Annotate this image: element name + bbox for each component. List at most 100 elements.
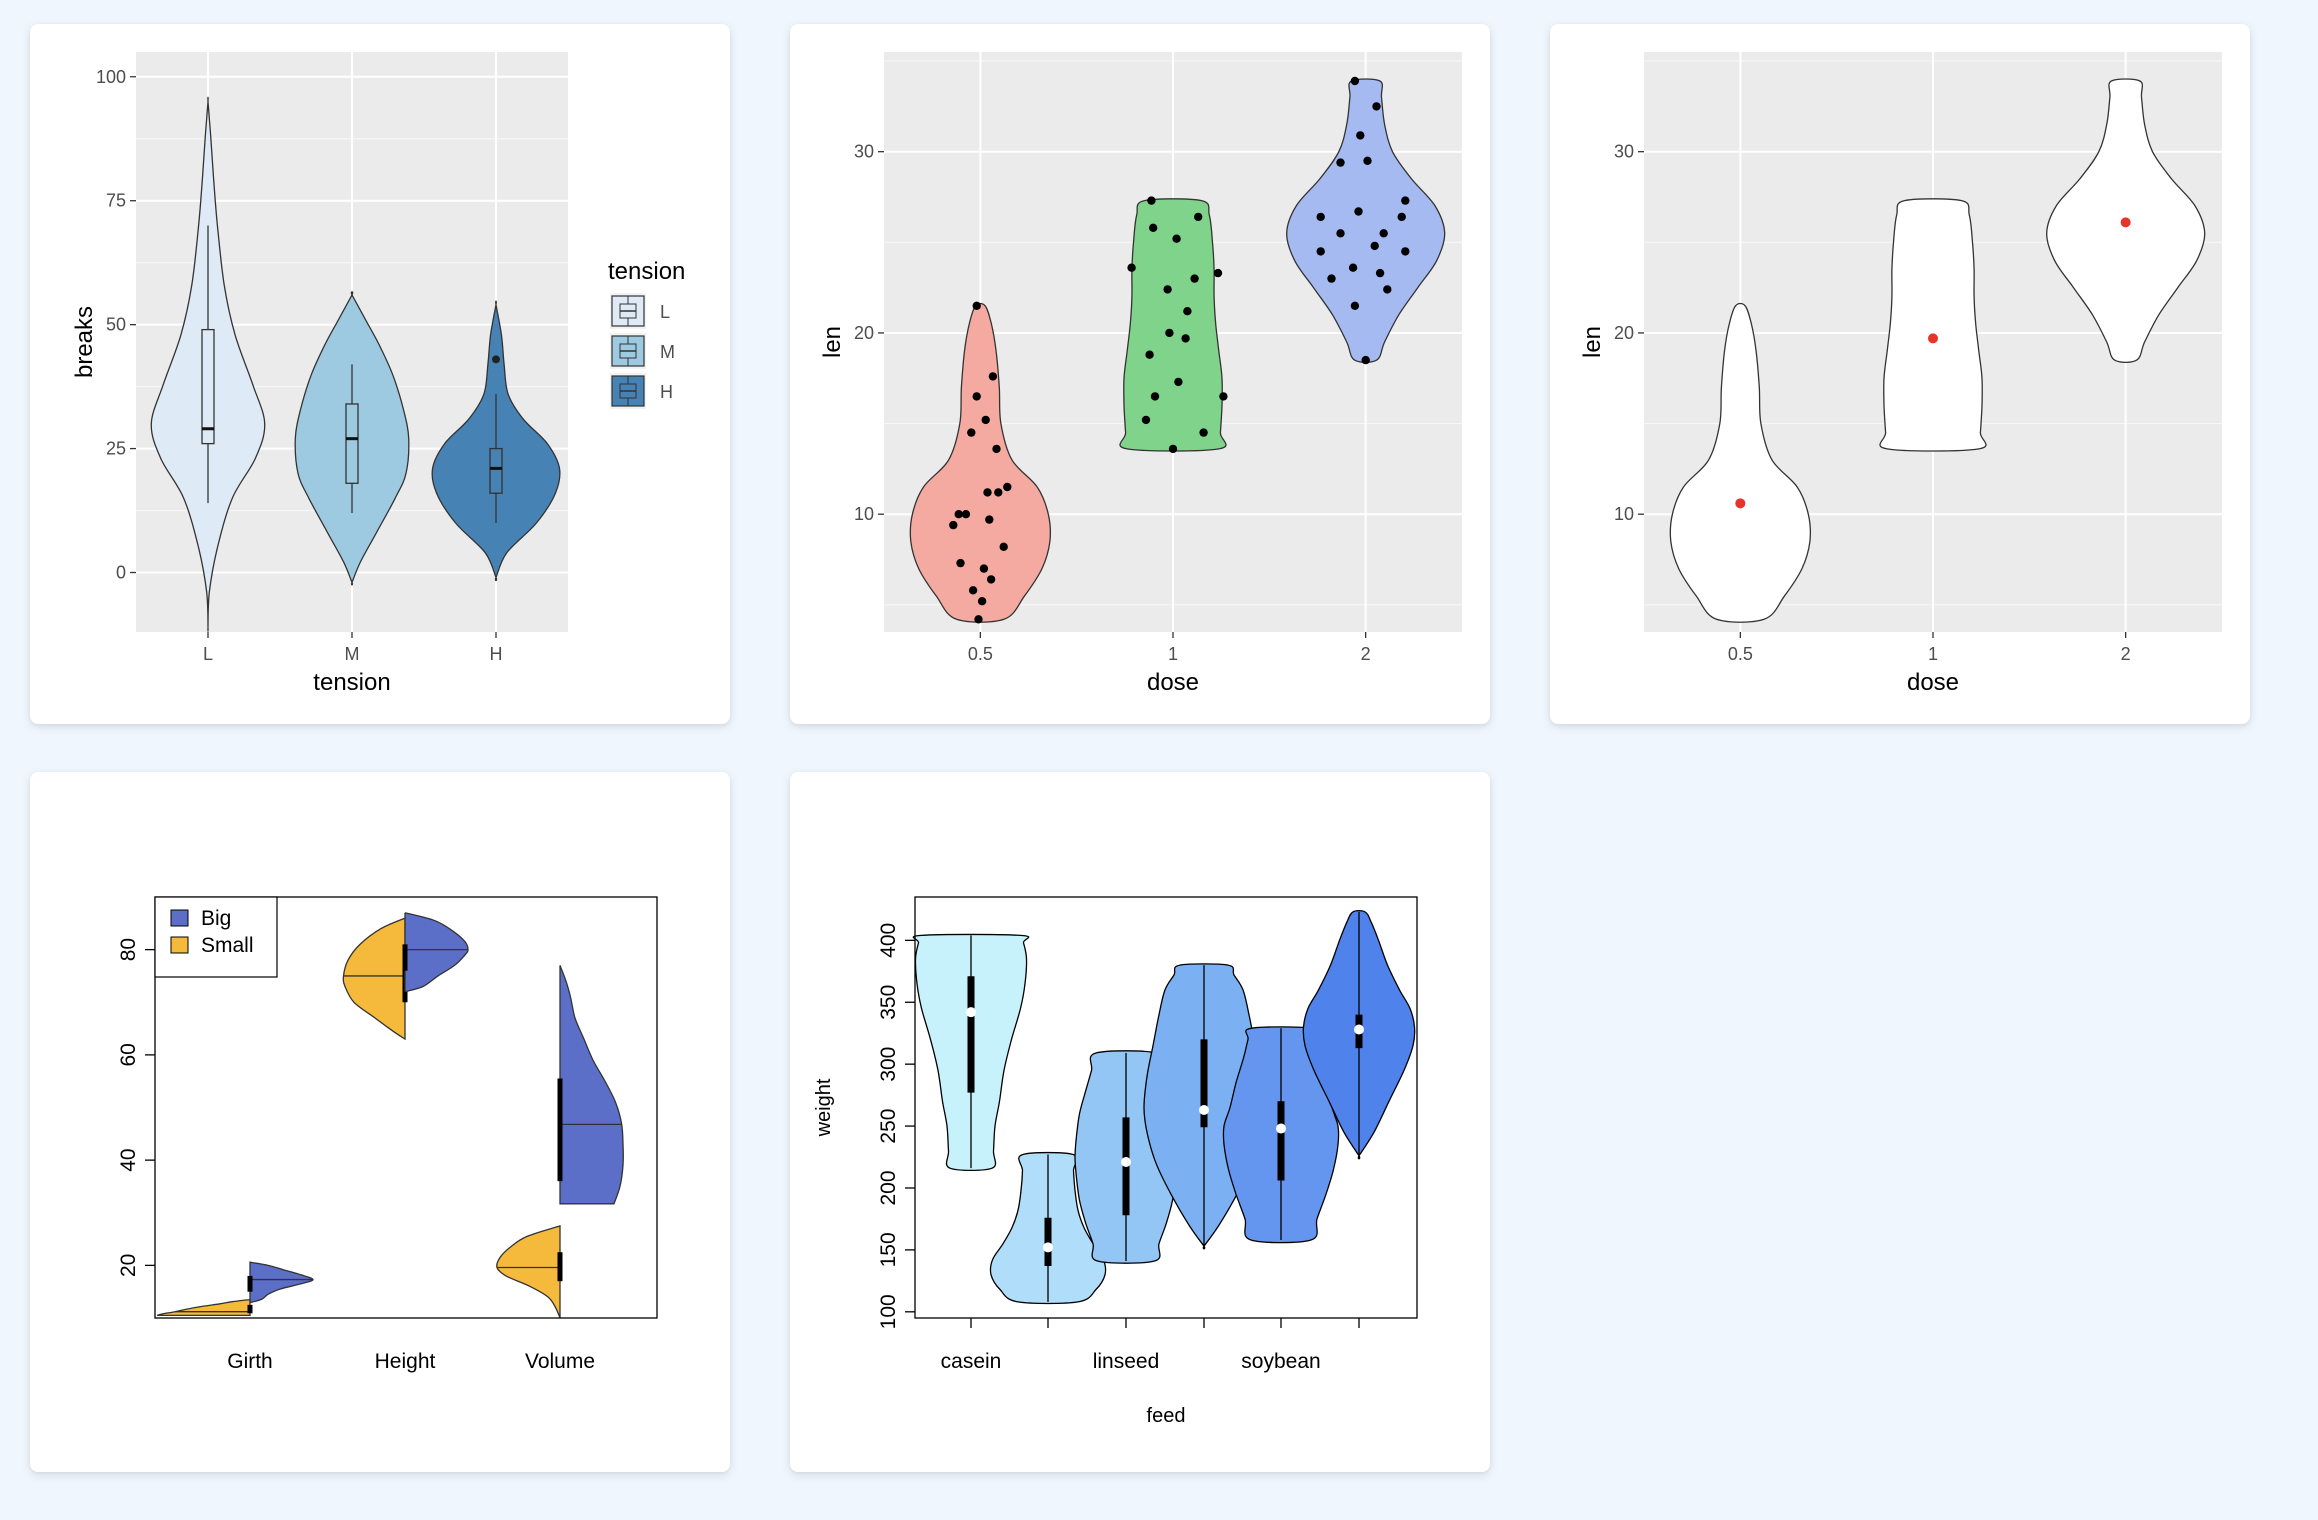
mean-point — [2120, 217, 2131, 228]
data-point — [979, 564, 989, 573]
y-tick-label: 0 — [116, 563, 126, 583]
data-point — [986, 575, 996, 584]
data-point — [1361, 355, 1370, 365]
x-tick-label: H — [490, 644, 503, 664]
x-axis-title: dose — [1907, 669, 1959, 696]
violin-0.5 — [1669, 302, 1812, 623]
y-tick-label: 10 — [854, 504, 874, 524]
x-axis-title: dose — [1147, 669, 1199, 696]
x-tick-label: 2 — [1361, 644, 1371, 664]
data-point — [1181, 334, 1190, 343]
y-axis-title: breaks — [71, 306, 98, 378]
data-point — [1219, 392, 1228, 401]
y-tick-label: 150 — [877, 1232, 900, 1267]
y-tick-label: 250 — [877, 1109, 900, 1144]
data-point — [981, 415, 990, 425]
y-tick-label: 20 — [117, 1254, 140, 1277]
y-tick-label: 20 — [854, 323, 874, 343]
y-tick-label: 100 — [877, 1294, 900, 1329]
x-tick-label: L — [203, 644, 213, 664]
median-point — [966, 1007, 976, 1018]
plot-frame — [154, 896, 658, 1319]
legend-key — [170, 909, 189, 927]
data-point — [1190, 274, 1199, 283]
chickwts-violin-chart: 100 150 200 250 300 350 400 casein linseed soybea… — [813, 896, 1418, 1427]
data-point — [1150, 392, 1160, 401]
x-tick-label: 1 — [1928, 644, 1938, 664]
data-point — [1350, 301, 1360, 310]
y-tick-label: 25 — [106, 439, 126, 459]
y-tick-label: 100 — [96, 67, 126, 87]
data-point — [1172, 234, 1181, 243]
legend-key — [170, 936, 189, 954]
legend-label: M — [660, 342, 675, 362]
violin-1 — [1119, 198, 1227, 452]
median-point — [1354, 1024, 1364, 1035]
data-point — [956, 558, 965, 568]
data-point — [1316, 212, 1325, 222]
data-point — [1348, 263, 1358, 272]
data-point — [1354, 207, 1363, 216]
data-point — [1174, 377, 1183, 387]
data-point — [961, 510, 971, 519]
data-point — [1199, 428, 1208, 437]
data-point — [1145, 350, 1154, 359]
y-tick-label: 300 — [877, 1047, 900, 1082]
split-violin-group — [156, 912, 624, 1318]
data-point — [968, 586, 978, 595]
legend-label: H — [660, 382, 673, 402]
data-point — [1383, 285, 1392, 294]
x-tick-label: Girth — [227, 1350, 273, 1373]
data-point — [1401, 196, 1410, 205]
x-tick-label: 2 — [2121, 644, 2131, 664]
half-violin-girth-big — [249, 1261, 314, 1304]
legend-title: tension — [608, 258, 685, 285]
x-tick-label: Volume — [525, 1350, 595, 1373]
y-axis-title: len — [819, 326, 846, 358]
violin-1 — [1879, 198, 1987, 452]
y-tick-label: 30 — [854, 142, 874, 162]
data-point — [985, 515, 994, 524]
data-point — [974, 615, 983, 624]
y-axis-title: weight — [813, 1078, 835, 1137]
data-point — [977, 597, 987, 606]
data-point — [1370, 241, 1379, 251]
data-point — [1127, 263, 1136, 272]
x-tick-label: casein — [941, 1350, 1002, 1373]
half-violin-volume-big — [559, 965, 624, 1205]
x-tick-label: M — [345, 644, 360, 664]
y-tick-label: 10 — [1614, 504, 1634, 524]
data-point — [1213, 268, 1223, 278]
data-point — [972, 301, 981, 310]
y-tick-label: 20 — [1614, 323, 1634, 343]
card-chickwts: 100 150 200 250 300 350 400 casein linseed soybea… — [790, 772, 1490, 1472]
data-point — [1401, 247, 1410, 256]
median-point — [1276, 1123, 1286, 1134]
data-point — [983, 488, 992, 497]
outlier-point — [492, 355, 500, 364]
x-tick-label: 1 — [1168, 644, 1178, 664]
data-point — [1375, 268, 1385, 278]
data-point — [1147, 196, 1156, 205]
legend-label: Big — [201, 907, 231, 930]
data-point — [999, 542, 1008, 551]
data-point — [1356, 131, 1365, 140]
data-point — [1163, 285, 1172, 294]
data-point — [1397, 212, 1406, 222]
box-iqr — [201, 328, 215, 445]
half-violin-girth-small — [156, 1298, 251, 1317]
x-tick-label: 0.5 — [968, 644, 993, 664]
dose-mean-violin-chart: 10 20 30 0.5 1 2 dose len — [1579, 52, 2222, 696]
half-violin-height-big — [404, 912, 469, 993]
y-tick-label: 75 — [106, 191, 126, 211]
data-point — [1379, 229, 1388, 238]
x-axis-title: tension — [313, 669, 390, 696]
x-tick-label: Height — [375, 1350, 436, 1373]
y-tick-label: 60 — [117, 1043, 140, 1066]
x-tick-label: 0.5 — [1728, 644, 1753, 664]
y-tick-label: 400 — [877, 923, 900, 958]
card-split-trees: 20 40 60 80 Girth Height Volume Big Small — [30, 772, 730, 1472]
data-point — [1327, 274, 1336, 283]
data-point — [1336, 229, 1345, 238]
